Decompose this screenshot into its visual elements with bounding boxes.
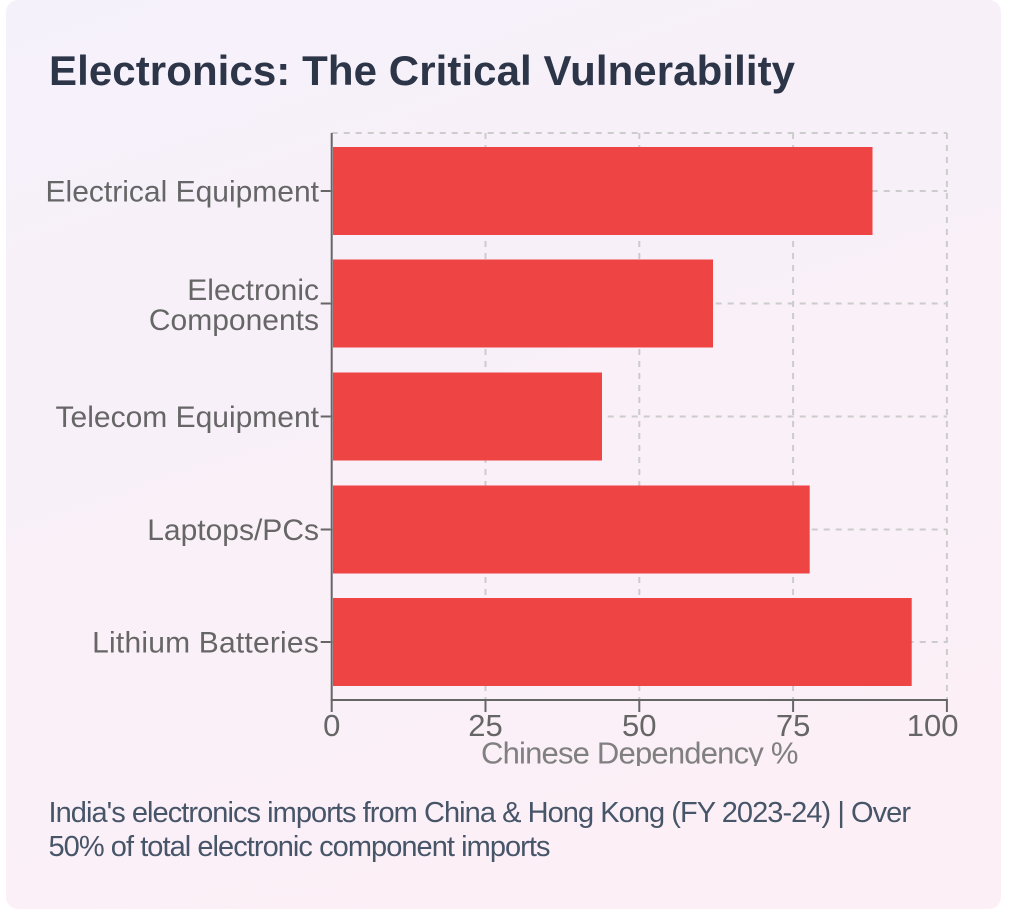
svg-text:25: 25 [468,708,502,743]
svg-text:75: 75 [776,708,810,743]
svg-text:0: 0 [323,708,340,743]
svg-text:50: 50 [622,708,656,743]
svg-text:Electronic: Electronic [187,274,319,307]
svg-text:Telecom Equipment: Telecom Equipment [56,401,320,434]
svg-text:Chinese Dependency %: Chinese Dependency % [481,735,798,766]
svg-text:100: 100 [907,708,959,743]
svg-text:Lithium Batteries: Lithium Batteries [92,627,319,660]
svg-text:Components: Components [149,304,319,337]
svg-text:Electrical Equipment: Electrical Equipment [46,176,320,209]
svg-text:Laptops/PCs: Laptops/PCs [147,514,319,547]
